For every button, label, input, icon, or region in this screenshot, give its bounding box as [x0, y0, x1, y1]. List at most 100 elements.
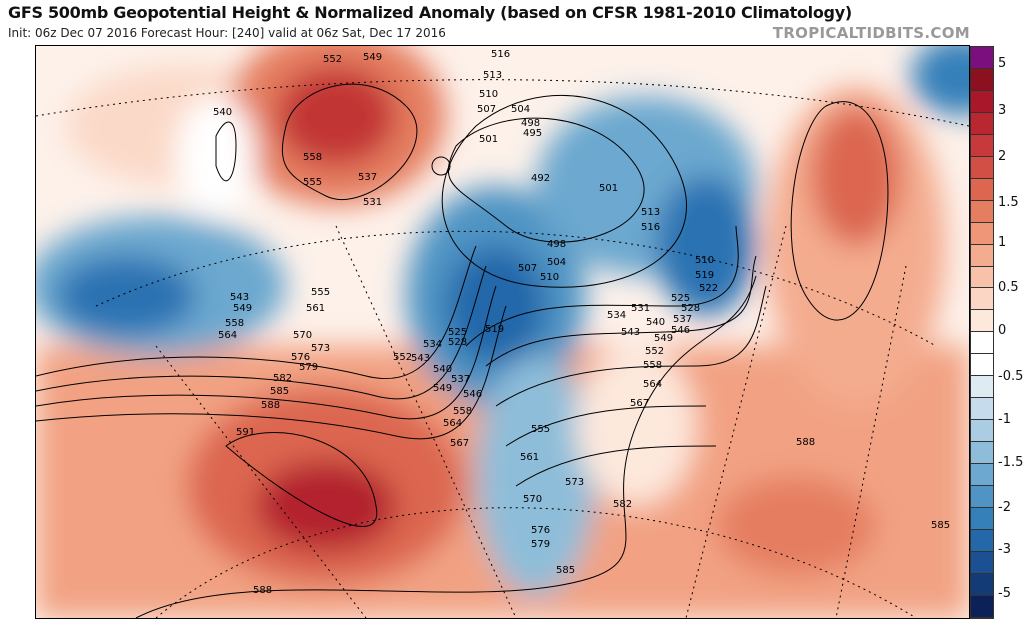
colorbar-label: -3 [998, 542, 1011, 557]
contour-label: 540 [646, 317, 665, 328]
colorbar-swatch [971, 376, 993, 399]
contour-label: 591 [236, 427, 255, 438]
contour-label: 528 [681, 303, 700, 314]
contour-label: 549 [654, 333, 673, 344]
contour-label: 588 [796, 437, 815, 448]
colorbar-swatch [971, 288, 993, 311]
contour-label: 537 [358, 172, 377, 183]
contour-label: 513 [641, 207, 660, 218]
contour-label: 534 [607, 310, 626, 321]
contour-label: 543 [621, 327, 640, 338]
contour-label: 567 [630, 398, 649, 409]
contour-label: 540 [433, 364, 452, 375]
colorbar-swatch [971, 266, 993, 289]
contour-label: 573 [565, 477, 584, 488]
contour-label: 516 [641, 222, 660, 233]
colorbar-swatch [971, 200, 993, 223]
contour-label: 573 [311, 343, 330, 354]
contour-label: 585 [556, 565, 575, 576]
contour-label: 543 [230, 292, 249, 303]
contour-label: 552 [323, 54, 342, 65]
colorbar-label: 2 [998, 149, 1007, 164]
contour-label: 582 [273, 373, 292, 384]
contour-label: 510 [695, 255, 714, 266]
contour-label: 525 [448, 327, 467, 338]
contour-label: 507 [477, 104, 496, 115]
contour-label: 540 [213, 107, 232, 118]
contour-label: 561 [520, 452, 539, 463]
contour-label: 552 [645, 346, 664, 357]
graticule [36, 79, 969, 618]
contour-label: 534 [423, 339, 442, 350]
contour-label: 585 [270, 386, 289, 397]
contour-label: 576 [531, 525, 550, 536]
contour-label: 516 [491, 49, 510, 60]
colorbar-swatch [971, 442, 993, 465]
contour-label: 525 [671, 293, 690, 304]
colorbar-label: -0.5 [998, 369, 1024, 384]
contour-label: 531 [631, 303, 650, 314]
colorbar-label: 0.5 [998, 280, 1019, 295]
contour-label: 510 [479, 89, 498, 100]
colorbar-swatch [971, 112, 993, 135]
contour-label: 504 [547, 257, 566, 268]
colorbar-swatch [971, 529, 993, 552]
colorbar-swatch [971, 464, 993, 487]
contour-label: 588 [261, 400, 280, 411]
contour-label: 558 [303, 152, 322, 163]
contour-label: 549 [433, 383, 452, 394]
contour-label: 498 [547, 239, 566, 250]
colorbar-swatch [971, 222, 993, 245]
contour-label: 570 [523, 494, 542, 505]
colorbar-swatch [971, 354, 993, 377]
colorbar-swatch [971, 595, 993, 618]
colorbar-swatch [971, 156, 993, 179]
contour-label: 522 [699, 283, 718, 294]
contour-label: 504 [511, 104, 530, 115]
contour-label: 549 [363, 52, 382, 63]
colorbar-swatch [971, 332, 993, 355]
contour-label: 510 [540, 272, 559, 283]
contour-label: 588 [253, 585, 272, 596]
contour-label: 546 [463, 389, 482, 400]
height-contours [36, 83, 889, 618]
colorbar-label: 0 [998, 323, 1007, 338]
contour-label: 579 [299, 362, 318, 373]
contour-label: 513 [483, 70, 502, 81]
contour-label: 576 [291, 352, 310, 363]
colorbar-label: -2 [998, 500, 1011, 515]
map-title: GFS 500mb Geopotential Height & Normaliz… [8, 3, 852, 22]
colorbar-swatch [971, 398, 993, 421]
colorbar-swatch [971, 420, 993, 443]
contour-label: 558 [453, 406, 472, 417]
contour-label: 501 [599, 183, 618, 194]
contour-label: 549 [233, 303, 252, 314]
contour-label: 546 [671, 325, 690, 336]
colorbar-label: -5 [998, 586, 1011, 601]
contour-label: 555 [303, 177, 322, 188]
contour-label: 507 [518, 263, 537, 274]
colorbar-label: 3 [998, 103, 1007, 118]
anomaly-map: 552 549 540 558 555 537 531 543 549 558 564 555 561 5… [35, 45, 970, 619]
colorbar-swatch [971, 573, 993, 596]
contour-label: 498 [521, 118, 540, 129]
contour-label: 585 [931, 520, 950, 531]
contour-label: 552 [393, 352, 412, 363]
colorbar-label: 1 [998, 235, 1007, 250]
contour-label: 567 [450, 438, 469, 449]
brand-watermark: TROPICALTIDBITS.COM [772, 24, 970, 42]
contour-label: 537 [451, 374, 470, 385]
contour-label: 564 [218, 330, 237, 341]
contour-label: 519 [695, 270, 714, 281]
contour-label: 519 [485, 324, 504, 335]
colorbar-swatch [971, 310, 993, 333]
colorbar-swatch [971, 508, 993, 530]
contour-label: 570 [293, 330, 312, 341]
contour-label: 495 [523, 128, 542, 139]
contour-label: 555 [311, 287, 330, 298]
colorbar-label: 1.5 [998, 195, 1019, 210]
contour-label: 558 [225, 318, 244, 329]
colorbar-swatch [971, 178, 993, 201]
